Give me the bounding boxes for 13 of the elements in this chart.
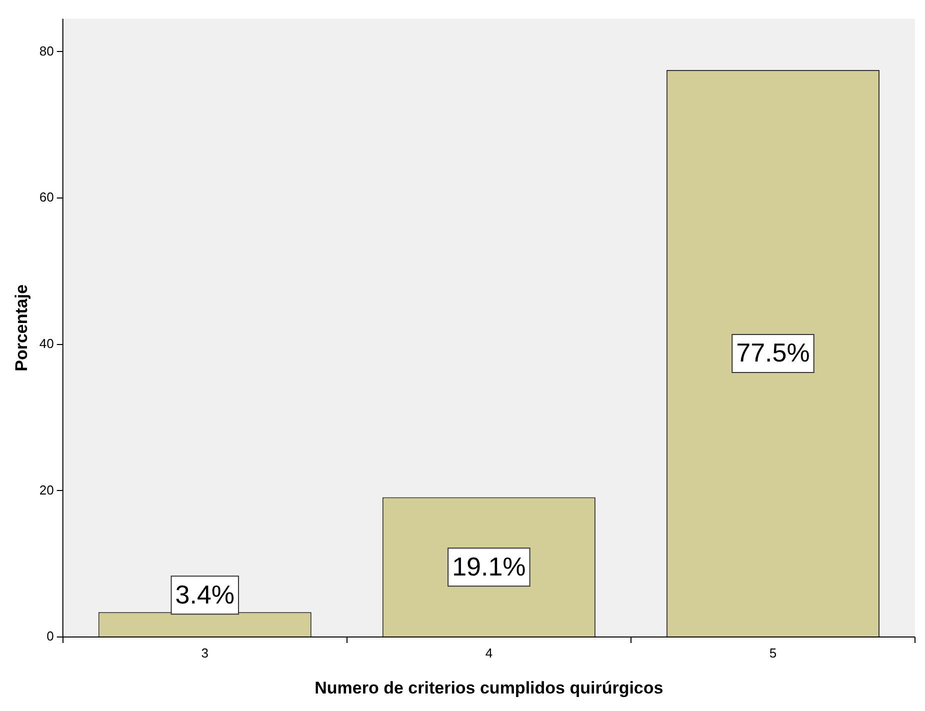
- x-tick-label: 3: [201, 645, 208, 660]
- x-tick-label: 5: [769, 645, 777, 660]
- y-axis-title: Porcentaje: [12, 284, 31, 372]
- y-tick-label: 0: [46, 628, 54, 644]
- y-tick-label: 20: [39, 482, 54, 498]
- x-tick-label: 4: [485, 645, 493, 660]
- data-label: 77.5%: [736, 338, 810, 368]
- data-label: 19.1%: [452, 551, 526, 582]
- y-tick-label: 80: [39, 43, 54, 58]
- y-tick-label: 40: [39, 336, 54, 351]
- y-tick-label: 60: [39, 190, 54, 205]
- data-label: 3.4%: [175, 579, 235, 610]
- x-axis-title: Numero de criterios cumplidos quirúrgicos: [314, 678, 664, 698]
